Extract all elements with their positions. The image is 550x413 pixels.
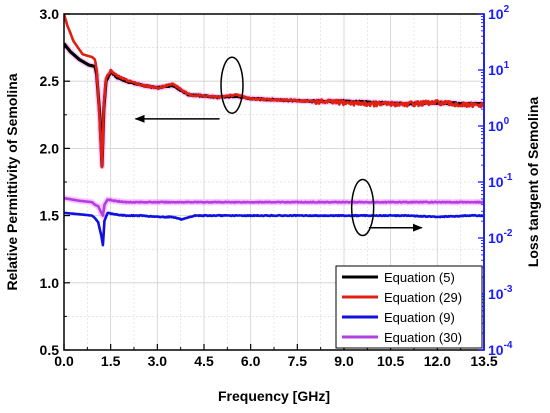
legend: Equation (5) Equation (29) Equation (9) Equ… [335, 265, 483, 349]
annotation-ellipse [350, 178, 375, 237]
x-tick-label: 3.0 [148, 353, 168, 369]
left-axis-title: Relative Permittivity of Semolina [4, 73, 20, 290]
x-tick-label: 0.0 [54, 353, 74, 369]
y-right-tick-label: 101 [488, 60, 510, 78]
y-left-tick-label: 3.0 [40, 6, 60, 22]
annotation-layer [134, 56, 423, 237]
x-tick-label: 7.5 [288, 353, 308, 369]
ticks-layer: 0.0 1.5 3.0 4.5 6.0 7.5 9.0 10.5 12.0 13.5 0.5 1.0 1… [40, 4, 513, 369]
y-right-tick-label: 100 [488, 116, 510, 134]
y-left-tick-label: 2.5 [40, 73, 60, 89]
x-tick-label: 6.0 [241, 353, 261, 369]
legend-label: Equation (9) [384, 310, 455, 325]
x-axis-title: Frequency [GHz] [218, 388, 330, 404]
series-layer [64, 14, 484, 247]
y-left-tick-label: 1.0 [40, 275, 60, 291]
series-line-4 [64, 196, 484, 217]
y-left-tick-label: 2.0 [40, 140, 60, 156]
y-right-tick-label: 10-4 [488, 340, 513, 358]
y-right-tick-label: 10-1 [488, 172, 513, 190]
legend-label: Equation (5) [384, 270, 455, 285]
y-right-tick-label: 102 [488, 4, 510, 22]
y-left-tick-label: 0.5 [40, 342, 60, 358]
y-right-tick-label: 10-2 [488, 228, 513, 246]
series-line-3 [64, 211, 484, 247]
x-tick-label: 9.0 [334, 353, 354, 369]
legend-label: Equation (29) [384, 290, 462, 305]
y-left-tick-label: 1.5 [40, 208, 60, 224]
legend-label: Equation (30) [384, 330, 462, 345]
legend-box [335, 265, 483, 349]
x-tick-label: 13.5 [470, 353, 497, 369]
x-tick-label: 1.5 [101, 353, 121, 369]
x-tick-label: 12.0 [424, 353, 451, 369]
x-tick-label: 10.5 [377, 353, 404, 369]
right-axis-title: Loss tangent of Semolina [525, 97, 541, 268]
x-tick-label: 4.5 [194, 353, 214, 369]
annotation-ellipse [220, 56, 244, 114]
y-right-tick-label: 10-3 [488, 284, 513, 302]
series-line-2 [64, 14, 484, 169]
